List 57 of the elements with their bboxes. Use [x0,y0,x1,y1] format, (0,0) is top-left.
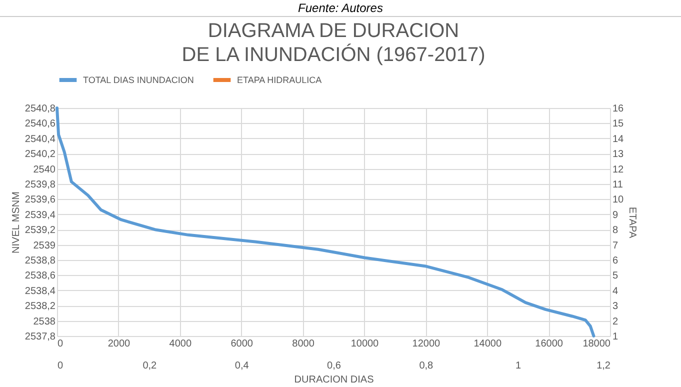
x-tick-label: 8000 [292,338,315,350]
y2-tick-label: 6 [612,256,618,266]
x-tick-label: 18000 [582,338,611,350]
y-tick-label: 2540,4 [24,134,56,145]
y2-tick-label: 8 [612,225,618,236]
legend-label: TOTAL DIAS INUNDACION [83,75,194,85]
y2-tick-label: 16 [612,104,624,114]
y-tick-label: 2537,8 [24,332,56,342]
x2-tick-label: 0,2 [142,360,158,372]
y-tick-label: 2538,4 [24,286,56,297]
y-tick-label: 2539,2 [24,225,56,236]
y2-tick-label: 11 [612,180,624,190]
y-tick-label: 2540,6 [24,118,56,130]
line-series [56,106,596,338]
x-tick-label: 2000 [108,338,131,350]
x-tick-label: 4000 [169,338,192,350]
y2-axis-title: ETAPA [626,206,638,238]
y2-tick-label: 2 [612,316,618,328]
y2-tick-label: 12 [612,164,624,176]
x-tick-label: 12000 [412,338,441,350]
y2-tick-label: 13 [612,149,624,160]
chart-title: DIAGRAMA DE DURACION DE LA INUNDACIÓN (1967-2017) [182,20,486,66]
y2-tick-label: 15 [612,118,624,130]
y2-tick-label: 5 [612,270,618,282]
x2-tick-label: 0,4 [234,360,250,372]
y2-tick-label: 10 [612,194,624,206]
x-tick-label: 6000 [230,338,254,350]
source-note: Fuente: Autores [0,0,681,17]
x-tick-label: 10000 [350,338,380,350]
x2-tick-label: 1 [516,360,522,372]
x-axis-title: DURACION DIAS [294,374,374,386]
y-tick-label: 2539,6 [24,194,56,206]
x2-tick-label: 0,6 [327,360,342,372]
y-tick-label: 2538,6 [24,270,56,282]
y2-tick-label: 4 [612,286,618,297]
x-tick-label: 16000 [535,338,564,350]
y-tick-label: 2540,2 [24,149,56,160]
y2-tick-label: 1 [612,332,618,342]
x2-tick-label: 0 [58,360,64,372]
y-tick-label: 2540 [33,164,56,176]
y-tick-label: 2539 [33,240,56,252]
y-tick-label: 2539,4 [24,210,56,221]
y2-tick-label: 3 [612,301,618,312]
y-tick-label: 2538,2 [24,301,56,312]
y-tick-label: 2539,8 [24,180,56,190]
y-axis-title: NIVEL MSNM [10,192,22,254]
legend-label: ETAPA HIDRAULICA [237,75,322,85]
y2-tick-label: 14 [612,134,624,145]
y2-tick-label: 9 [612,210,618,221]
y-tick-label: 2540,8 [24,104,56,114]
x-tick-label: 14000 [474,338,502,350]
y-tick-label: 2538 [33,316,56,328]
x2-tick-label: 0,8 [419,360,434,372]
x-tick-label: 0 [58,338,64,350]
y2-tick-label: 7 [612,240,618,252]
y-tick-label: 2538,8 [24,256,56,266]
x2-tick-label: 1,2 [596,360,611,372]
